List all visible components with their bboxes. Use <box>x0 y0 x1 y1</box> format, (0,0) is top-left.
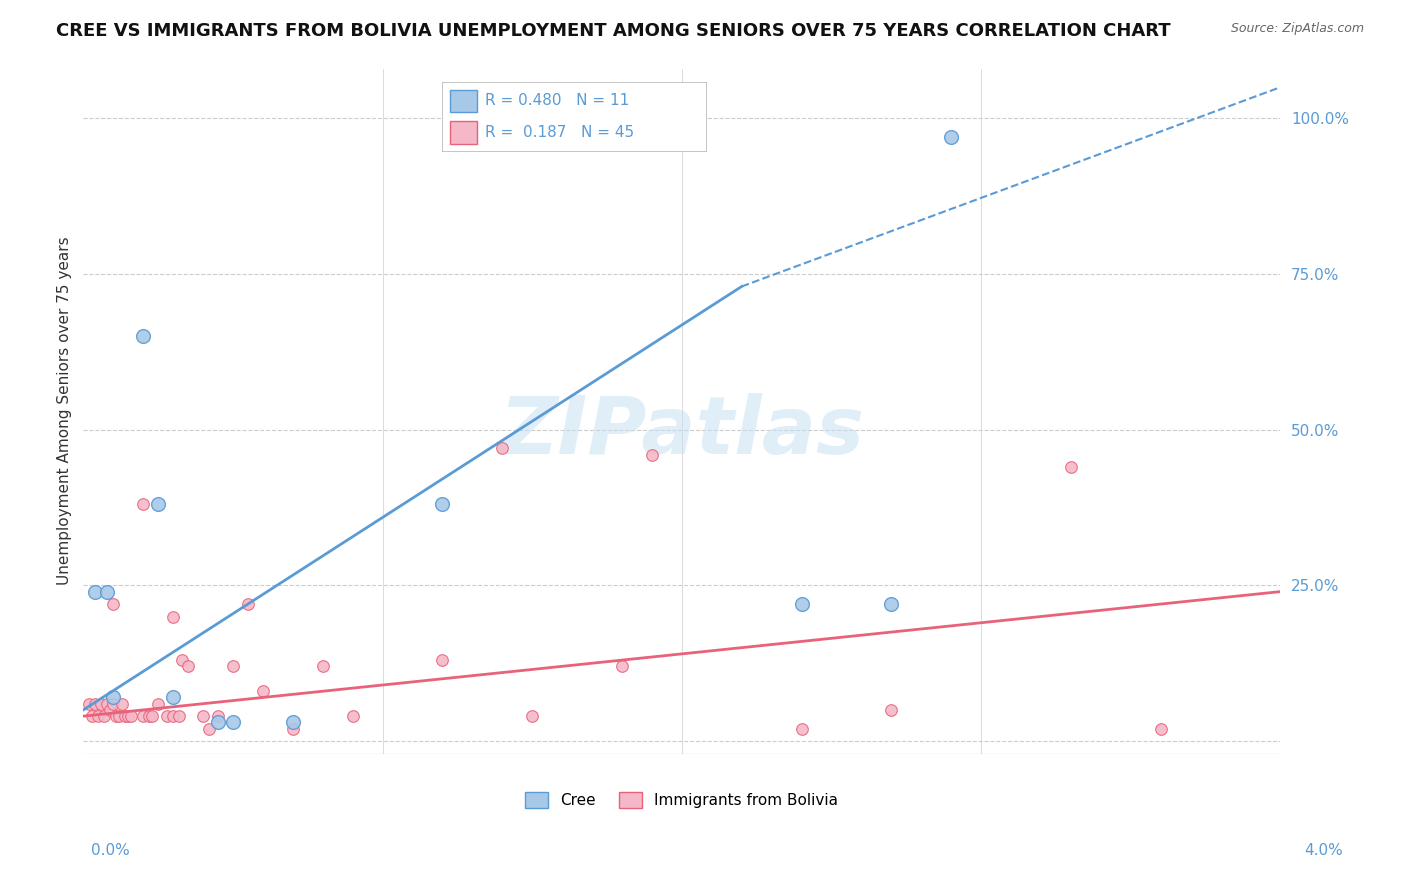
Point <box>1060 460 1083 475</box>
Point <box>111 697 134 711</box>
Point <box>146 497 169 511</box>
Point <box>191 709 214 723</box>
Point <box>941 130 963 145</box>
Point <box>790 597 813 611</box>
Legend: Cree, Immigrants from Bolivia: Cree, Immigrants from Bolivia <box>519 786 845 814</box>
Text: ZIPatlas: ZIPatlas <box>499 392 865 471</box>
Point <box>252 684 274 698</box>
Point <box>84 697 107 711</box>
Point <box>790 722 813 736</box>
Point <box>342 709 364 723</box>
Point <box>103 597 125 611</box>
Point <box>114 709 136 723</box>
Point <box>222 715 245 730</box>
Point <box>146 697 169 711</box>
Point <box>222 659 245 673</box>
Point <box>236 597 259 611</box>
Point <box>156 709 179 723</box>
Point <box>93 709 115 723</box>
Point <box>610 659 633 673</box>
Point <box>82 709 104 723</box>
Point <box>167 709 190 723</box>
Point <box>132 497 155 511</box>
Point <box>281 715 304 730</box>
Point <box>120 709 142 723</box>
Point <box>281 722 304 736</box>
Point <box>432 653 454 667</box>
Point <box>132 329 155 343</box>
Text: CREE VS IMMIGRANTS FROM BOLIVIA UNEMPLOYMENT AMONG SENIORS OVER 75 YEARS CORRELA: CREE VS IMMIGRANTS FROM BOLIVIA UNEMPLOY… <box>56 22 1171 40</box>
Point <box>90 697 112 711</box>
Point <box>177 659 200 673</box>
Point <box>108 709 131 723</box>
Point <box>162 690 184 705</box>
Point <box>880 597 903 611</box>
Point <box>522 709 544 723</box>
Point <box>170 653 193 667</box>
Text: 0.0%: 0.0% <box>91 843 131 858</box>
Point <box>162 709 184 723</box>
Point <box>117 709 139 723</box>
Y-axis label: Unemployment Among Seniors over 75 years: Unemployment Among Seniors over 75 years <box>58 236 72 585</box>
Point <box>1150 722 1173 736</box>
Point <box>198 722 221 736</box>
Point <box>207 709 229 723</box>
Text: 4.0%: 4.0% <box>1303 843 1343 858</box>
Text: Source: ZipAtlas.com: Source: ZipAtlas.com <box>1230 22 1364 36</box>
Point <box>87 709 110 723</box>
Point <box>103 690 125 705</box>
Point <box>432 497 454 511</box>
Point <box>105 709 128 723</box>
Point <box>98 703 121 717</box>
Point <box>880 703 903 717</box>
Point <box>96 697 118 711</box>
Point <box>581 130 603 145</box>
Point <box>84 584 107 599</box>
Point <box>103 697 125 711</box>
Point <box>138 709 160 723</box>
Point <box>77 697 100 711</box>
Point <box>141 709 163 723</box>
Point <box>96 584 118 599</box>
Point <box>312 659 335 673</box>
Point <box>132 709 155 723</box>
Point <box>641 448 664 462</box>
Point <box>207 715 229 730</box>
Point <box>491 442 513 456</box>
Point <box>162 609 184 624</box>
